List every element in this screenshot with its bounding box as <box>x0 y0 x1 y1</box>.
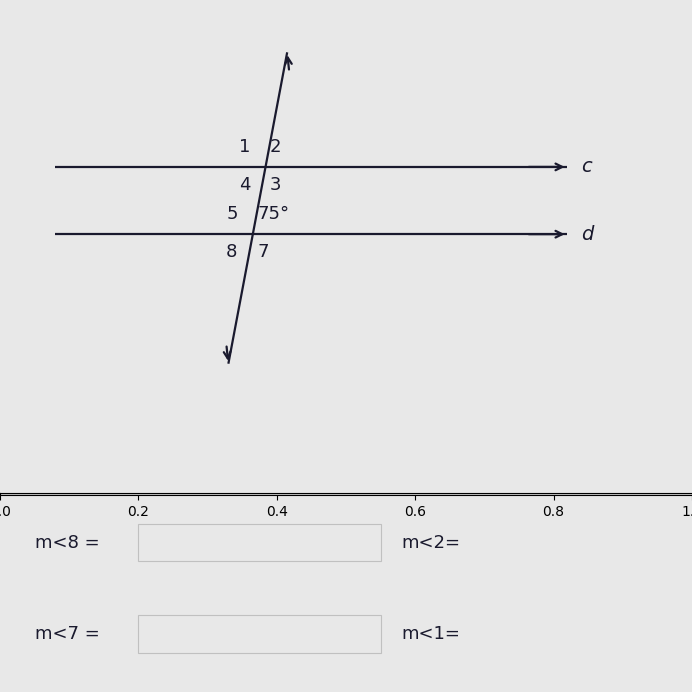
Text: 5: 5 <box>226 205 237 223</box>
Text: c: c <box>581 157 592 176</box>
Text: 75°: 75° <box>257 205 289 223</box>
Text: 7: 7 <box>257 243 269 261</box>
Text: m<8 =: m<8 = <box>35 534 99 552</box>
Text: 1: 1 <box>239 138 251 156</box>
Text: 8: 8 <box>226 243 237 261</box>
Text: 2: 2 <box>270 138 282 156</box>
Text: 4: 4 <box>239 176 251 194</box>
Text: m<1=: m<1= <box>401 625 460 643</box>
Text: m<2=: m<2= <box>401 534 460 552</box>
Text: d: d <box>581 225 594 244</box>
FancyBboxPatch shape <box>138 615 381 653</box>
Text: m<7 =: m<7 = <box>35 625 100 643</box>
Text: 3: 3 <box>270 176 282 194</box>
FancyBboxPatch shape <box>138 524 381 561</box>
